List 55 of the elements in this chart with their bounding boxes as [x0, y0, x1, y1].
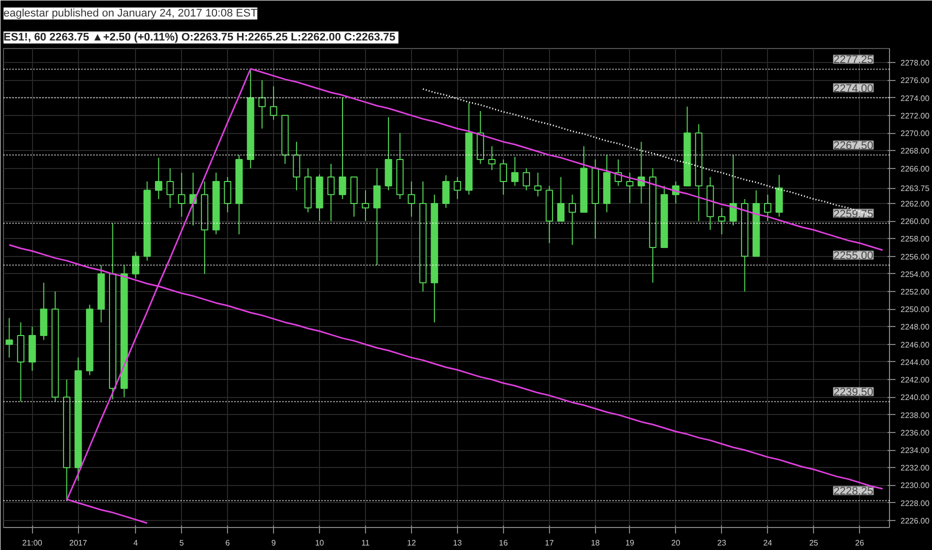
- x-tick-label: 2017: [69, 538, 88, 548]
- x-tick-label: 23: [717, 538, 727, 548]
- y-tick-label: 2244.00: [900, 358, 930, 367]
- y-tick-label: 2262.00: [900, 199, 930, 208]
- y-tick-label: 2278.00: [900, 58, 930, 68]
- y-tick-label: 2252.00: [900, 288, 930, 297]
- y-tick-label: 2242.00: [900, 376, 930, 385]
- y-tick-label: 2276.00: [900, 76, 930, 86]
- x-tick-label: 12: [407, 538, 416, 548]
- x-tick-label: 25: [809, 538, 819, 548]
- y-tick-label: 2258.00: [900, 234, 930, 244]
- ref-line-label: 2239.50: [834, 386, 874, 399]
- x-tick-label: 16: [498, 538, 508, 548]
- x-tick-label: 21:00: [22, 538, 43, 548]
- y-tick-label: 2266.00: [900, 164, 930, 174]
- y-tick-label: 2260.00: [900, 217, 930, 226]
- ref-line-label: 2267.50: [834, 140, 874, 152]
- x-tick-label: 18: [590, 538, 600, 548]
- y-tick-label: 2238.00: [900, 410, 930, 420]
- y-tick-label: 2263.75: [900, 184, 930, 194]
- x-tick-label: 5: [179, 538, 184, 548]
- y-tick-label: 2268.00: [900, 146, 930, 156]
- y-tick-label: 2228.00: [900, 498, 930, 508]
- y-tick-label: 2254.00: [900, 270, 930, 279]
- x-tick-label: 10: [315, 538, 325, 548]
- y-tick-label: 2232.00: [900, 464, 930, 473]
- y-tick-label: 2256.00: [900, 252, 930, 262]
- x-tick-label: 13: [452, 538, 462, 548]
- y-tick-label: 2246.00: [900, 340, 930, 350]
- x-tick-label: 24: [763, 538, 773, 548]
- y-tick-label: 2236.00: [900, 428, 930, 438]
- ref-line-label: 2274.00: [834, 82, 874, 95]
- ref-line-label: 2277.25: [834, 54, 874, 66]
- x-tick-label: 26: [855, 538, 865, 548]
- y-tick-label: 2270.00: [900, 129, 930, 138]
- x-tick-label: 6: [225, 538, 230, 548]
- y-tick-label: 2230.00: [900, 481, 930, 490]
- x-tick-label: 17: [544, 538, 554, 548]
- ref-line-label: 2228.25: [834, 486, 874, 498]
- y-tick-label: 2250.00: [900, 305, 930, 314]
- y-tick-label: 2248.00: [900, 322, 930, 332]
- y-tick-label: 2274.00: [900, 94, 930, 103]
- y-tick-label: 2240.00: [900, 393, 930, 402]
- chart-title: eaglestar published on January 24, 2017 10:08 EST: [4, 8, 258, 20]
- x-tick-label: 19: [625, 538, 635, 548]
- chart-subtitle: ES1!, 60 2263.75 ▲+2.50 (+0.11%) O:2263.75 H:2265.25 L:2262.00 C:2263.75: [4, 32, 396, 44]
- x-tick-label: 11: [361, 538, 370, 548]
- y-tick-label: 2226.00: [900, 516, 930, 526]
- x-tick-label: 9: [271, 538, 276, 548]
- ref-line-label: 2259.75: [834, 208, 874, 220]
- x-tick-label: 20: [671, 538, 681, 548]
- ref-line-label: 2255.00: [834, 250, 874, 262]
- y-tick-label: 2272.00: [900, 111, 930, 120]
- y-tick-label: 2234.00: [900, 446, 930, 456]
- x-tick-label: 4: [133, 538, 138, 548]
